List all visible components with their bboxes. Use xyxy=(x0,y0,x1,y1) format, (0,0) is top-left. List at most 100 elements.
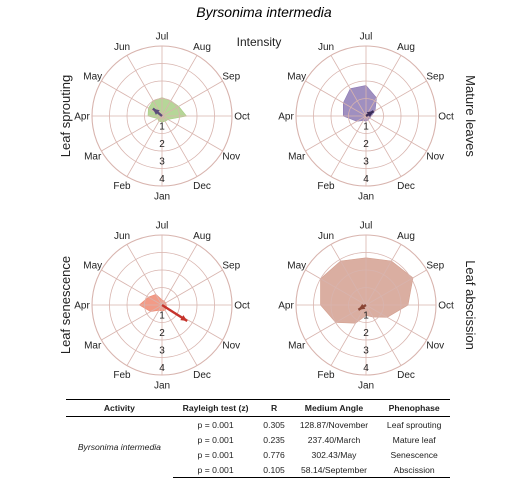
month-label: Jan xyxy=(358,192,374,203)
header-phenophase: Phenophase xyxy=(378,399,450,417)
ring-label: 2 xyxy=(363,139,369,150)
ring-label: 4 xyxy=(159,174,165,185)
month-label: Jan xyxy=(154,192,170,203)
grid-spoke xyxy=(330,304,367,366)
grid-spoke xyxy=(305,80,367,117)
month-label: Jul xyxy=(156,221,169,232)
month-label: May xyxy=(83,261,102,272)
month-label: Jun xyxy=(318,42,334,53)
month-label: Aug xyxy=(193,42,211,53)
radar-panels: Jan Feb Mar Apr May Jun Jul Aug Sep Oct Nov Dec 1 2 3 4… xyxy=(58,32,478,392)
month-label: Sep xyxy=(426,72,444,83)
figure-canvas: Byrsonima intermedia Intensity Jan Feb Mar… xyxy=(58,4,478,392)
table-row: p = 0.001 0.105 58.14/September Abscissi… xyxy=(66,462,450,478)
month-label: Apr xyxy=(74,301,90,312)
month-label: Jun xyxy=(114,231,130,242)
month-label: May xyxy=(287,72,306,83)
month-label: Feb xyxy=(317,370,335,381)
table-header-row: Activity Rayleigh test (z) R Medium Angl… xyxy=(66,399,450,417)
month-label: Oct xyxy=(438,301,454,312)
header-activity: Activity xyxy=(66,399,173,417)
cell-angle: 128.87/November xyxy=(299,419,369,430)
grid-spoke xyxy=(126,304,163,366)
month-label: Jan xyxy=(358,381,374,392)
month-label: Aug xyxy=(193,231,211,242)
grid-spoke xyxy=(126,115,163,177)
grid-spoke xyxy=(101,269,163,306)
cell-rayleigh: p = 0.001 xyxy=(197,449,234,460)
month-label: Jun xyxy=(114,42,130,53)
month-label: Nov xyxy=(222,152,240,163)
grid-spoke xyxy=(330,115,367,177)
rayleigh-table: Activity Rayleigh test (z) R Medium Angl… xyxy=(66,399,450,478)
panel-label: Mature leaves xyxy=(463,75,478,157)
cell-r: 0.105 xyxy=(258,462,290,478)
month-label: Oct xyxy=(438,112,454,123)
panel-label: Leaf senescence xyxy=(58,256,73,354)
month-label: Jul xyxy=(360,32,373,43)
cell-r: 0.235 xyxy=(263,434,285,445)
grid-spoke xyxy=(305,269,367,306)
month-label: Feb xyxy=(113,181,131,192)
month-label: Mar xyxy=(84,341,102,352)
header-rayleigh: Rayleigh test (z) xyxy=(172,399,259,417)
month-label: Dec xyxy=(193,181,211,192)
grid-spoke xyxy=(365,269,427,306)
month-label: Mar xyxy=(288,152,306,163)
cell-angle: 302.43/May xyxy=(311,449,357,460)
grid-spoke xyxy=(161,115,198,177)
cell-rayleigh: p = 0.001 xyxy=(197,419,234,430)
ring-label: 3 xyxy=(159,157,165,168)
ring-label: 2 xyxy=(363,328,369,339)
month-label: Dec xyxy=(193,370,211,381)
grid-spoke xyxy=(365,244,402,306)
panel-label: Leaf sprouting xyxy=(58,75,73,157)
month-label: Nov xyxy=(426,341,444,352)
header-r: R xyxy=(258,399,290,417)
month-label: Oct xyxy=(234,301,250,312)
grid-spoke xyxy=(126,244,163,306)
cell-rayleigh: p = 0.001 xyxy=(197,434,234,445)
grid-spoke xyxy=(365,55,402,117)
month-label: Oct xyxy=(234,112,250,123)
ring-label: 1 xyxy=(159,122,165,133)
month-label: Feb xyxy=(113,370,131,381)
month-label: Dec xyxy=(397,370,415,381)
ring-label: 4 xyxy=(159,363,165,374)
grid-spoke xyxy=(126,55,163,117)
month-label: Apr xyxy=(74,112,90,123)
mean-vector-head xyxy=(180,315,188,321)
radar-panel: Jan Feb Mar Apr May Jun Jul Aug Sep Oct Nov Dec 1 2 3 4… xyxy=(278,221,478,392)
month-label: Apr xyxy=(278,301,294,312)
grid-spoke xyxy=(365,304,427,341)
mean-vector-head xyxy=(152,108,160,115)
figure-title: Byrsonima intermedia xyxy=(196,4,332,20)
month-label: May xyxy=(287,261,306,272)
radar-panel: Jan Feb Mar Apr May Jun Jul Aug Sep Oct Nov Dec 1 2 3 4… xyxy=(58,32,250,203)
grid-spoke xyxy=(161,304,198,366)
month-label: Aug xyxy=(397,42,415,53)
ring-label: 1 xyxy=(363,122,369,133)
grid-spoke xyxy=(101,115,163,152)
month-label: Jun xyxy=(318,231,334,242)
cell-angle: 58.14/September xyxy=(289,462,379,478)
cell-phenophase: Leaf sprouting xyxy=(386,419,442,430)
month-label: Dec xyxy=(397,181,415,192)
grid-spoke xyxy=(365,304,402,366)
month-label: May xyxy=(83,72,102,83)
grid-spoke xyxy=(365,115,427,152)
ring-label: 2 xyxy=(159,328,165,339)
intensity-area xyxy=(138,294,167,312)
month-label: Jul xyxy=(156,32,169,43)
cell-angle: 237.40/March xyxy=(307,434,361,445)
cell-phenophase: Mature leaf xyxy=(392,434,436,445)
grid-spoke xyxy=(305,115,367,152)
grid-spoke xyxy=(101,80,163,117)
month-label: Sep xyxy=(426,261,444,272)
grid-spoke xyxy=(161,55,198,117)
month-label: Mar xyxy=(288,341,306,352)
grid-spoke xyxy=(365,80,427,117)
table-row: Byrsonima intermedia p = 0.001 0.305 128… xyxy=(66,417,450,453)
month-label: Sep xyxy=(222,261,240,272)
mean-vector-head xyxy=(366,111,374,117)
